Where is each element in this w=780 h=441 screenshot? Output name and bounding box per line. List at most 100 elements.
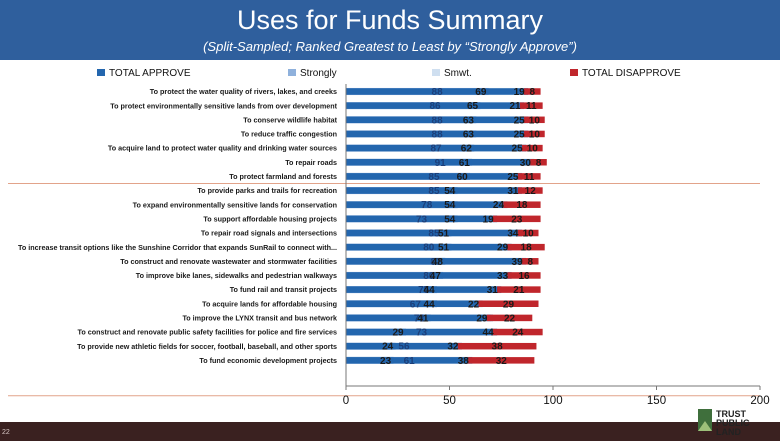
total-disapprove-value: 10 (527, 144, 539, 155)
total-approve-bar (346, 88, 529, 95)
smwt-value: 29 (497, 243, 509, 254)
x-tick-label: 200 (750, 395, 769, 407)
total-disapprove-bar (524, 130, 545, 138)
x-tick-label: 100 (543, 395, 562, 407)
category-label: To improve the LYNX transit and bus netw… (182, 314, 337, 323)
total-approve-value: 91 (435, 158, 447, 169)
total-approve-value: 71 (414, 313, 426, 324)
total-disapprove-value: 10 (523, 229, 535, 240)
smwt-value: 25 (512, 144, 524, 155)
total-approve-bar (346, 357, 473, 364)
total-disapprove-value: 32 (496, 356, 508, 367)
category-label: To protect the water quality of rivers, … (150, 87, 337, 96)
strongly-value: 51 (438, 243, 450, 254)
category-label: To expand environmentally sensitive land… (133, 200, 337, 209)
strongly-value: 54 (444, 214, 456, 225)
total-disapprove-bar (519, 102, 543, 109)
total-disapprove-bar (497, 286, 541, 293)
total-disapprove-value: 38 (492, 342, 504, 353)
legend-swatch (288, 69, 296, 76)
smwt-value: 19 (514, 87, 526, 98)
total-disapprove-bar (478, 300, 539, 307)
total-approve-value: 73 (416, 214, 428, 225)
smwt-value: 31 (507, 186, 519, 197)
x-tick-label: 50 (443, 395, 456, 407)
total-disapprove-bar (492, 328, 543, 336)
total-disapprove-bar (530, 159, 547, 166)
legend-label: Strongly (300, 68, 337, 79)
total-disapprove-value: 21 (513, 285, 525, 296)
page-number: 22 (2, 429, 10, 436)
footer-bar (0, 422, 780, 441)
total-approve-value: 67 (410, 299, 422, 310)
total-disapprove-value: 23 (511, 214, 523, 225)
total-disapprove-value: 8 (527, 257, 533, 268)
total-approve-bar (346, 272, 512, 279)
category-label: To acquire land to protect water quality… (108, 144, 337, 153)
total-approve-bar (346, 300, 485, 307)
legend-label: Smwt. (444, 68, 472, 79)
chart-title: Uses for Funds Summary (236, 5, 544, 35)
strongly-value: 69 (475, 87, 487, 98)
total-approve-value: 87 (430, 257, 442, 268)
total-approve-bar (346, 116, 529, 124)
category-label: To fund rail and transit projects (230, 285, 337, 294)
total-approve-bar (346, 229, 522, 237)
strongly-value: 41 (417, 313, 429, 324)
total-approve-bar (346, 258, 527, 265)
smwt-value: 22 (468, 299, 480, 310)
total-disapprove-bar (468, 357, 535, 364)
total-approve-bar (346, 215, 498, 223)
legend-label: TOTAL DISAPPROVE (582, 68, 681, 79)
logo-word-2: PUBLIC (716, 418, 750, 428)
smwt-value: 24 (493, 200, 505, 211)
chart-area: TOTAL APPROVE Strongly Smwt. TOTAL DISAPPRO… (8, 68, 770, 407)
strongly-value: 65 (467, 101, 479, 112)
smwt-value: 19 (483, 214, 495, 225)
total-disapprove-bar (457, 342, 537, 350)
total-approve-value: 80 (423, 243, 435, 254)
legend-swatch (97, 69, 105, 76)
strongly-value: 29 (392, 328, 404, 339)
total-approve-bar (346, 328, 498, 336)
category-label: To construct and renovate public safety … (78, 328, 338, 337)
strongly-value: 61 (459, 158, 471, 169)
total-approve-value: 78 (421, 200, 433, 211)
total-disapprove-bar (517, 173, 541, 180)
total-approve-bar (346, 130, 529, 138)
category-label: To protect farmland and forests (229, 172, 337, 181)
smwt-value: 25 (507, 172, 519, 183)
smwt-value: 29 (476, 313, 488, 324)
total-approve-value: 85 (428, 229, 440, 240)
total-approve-value: 85 (428, 186, 440, 197)
total-disapprove-value: 10 (529, 129, 541, 140)
total-approve-value: 88 (432, 87, 444, 98)
total-disapprove-value: 11 (526, 101, 537, 112)
total-approve-bar (346, 102, 525, 109)
logo-mark-icon (698, 409, 712, 431)
legend-label: TOTAL APPROVE (109, 68, 191, 79)
category-label: To support affordable housing projects (203, 214, 337, 223)
smwt-value: 33 (497, 271, 509, 282)
total-approve-value: 88 (432, 115, 444, 126)
category-label: To reduce traffic congestion (241, 130, 337, 139)
strongly-value: 23 (380, 356, 392, 367)
total-approve-bar (346, 243, 512, 251)
total-approve-value: 56 (398, 342, 410, 353)
category-label: To conserve wildlife habitat (243, 115, 337, 124)
total-disapprove-bar (507, 243, 545, 251)
total-approve-value: 86 (429, 101, 441, 112)
total-disapprove-bar (517, 229, 539, 237)
total-disapprove-bar (503, 201, 541, 208)
total-disapprove-bar (517, 187, 543, 194)
strongly-value: 54 (444, 200, 456, 211)
smwt-value: 30 (520, 158, 532, 169)
total-approve-bar (346, 201, 508, 208)
strongly-value: 63 (463, 115, 475, 126)
chart-subtitle: (Split-Sampled; Ranked Greatest to Least… (203, 39, 577, 54)
total-approve-bar (346, 159, 535, 166)
total-disapprove-value: 22 (504, 313, 516, 324)
total-disapprove-value: 10 (529, 115, 541, 126)
category-label: To construct and renovate wastewater and… (120, 257, 337, 266)
x-tick-label: 0 (343, 395, 349, 407)
